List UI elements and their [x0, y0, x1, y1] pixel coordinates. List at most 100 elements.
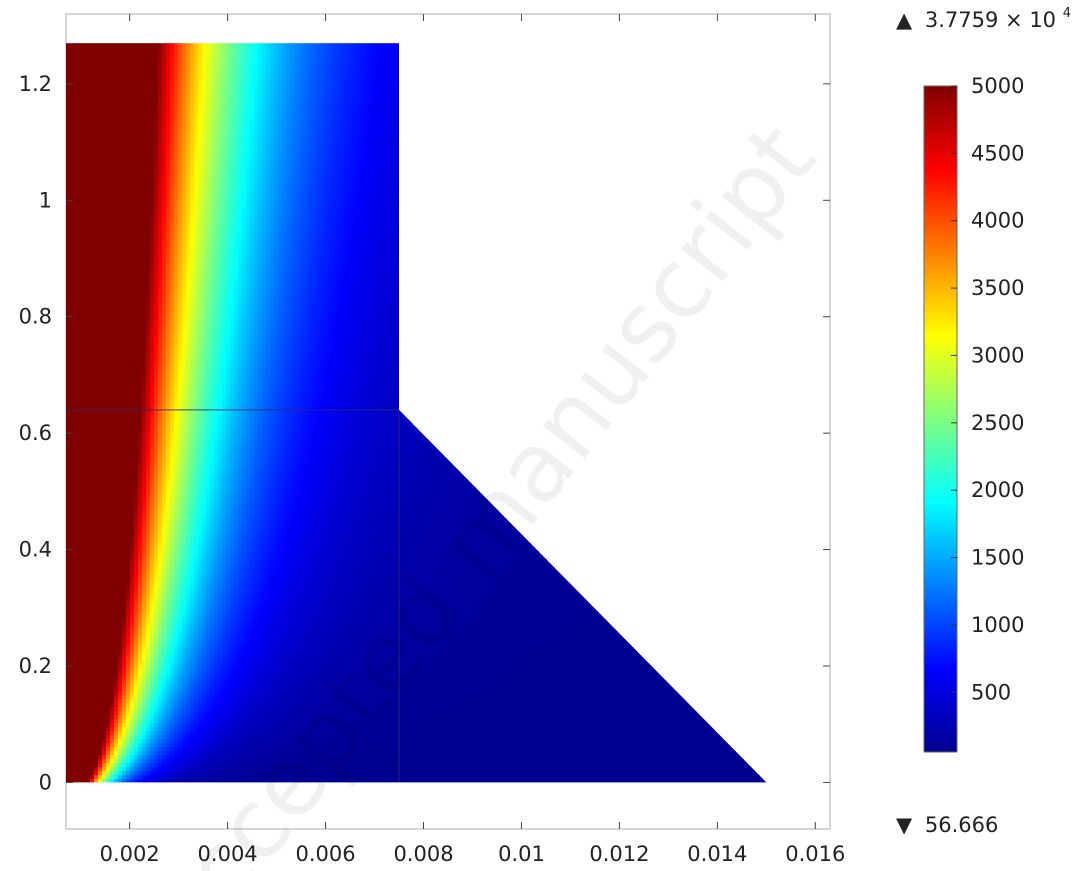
heatmap-cell: [78, 79, 83, 84]
heatmap-cell: [70, 379, 75, 384]
heatmap-cell: [78, 71, 83, 76]
heatmap-cell: [74, 723, 79, 728]
heatmap-cell: [70, 247, 75, 252]
heatmap-cell: [86, 683, 91, 688]
heatmap-cell: [98, 215, 103, 220]
heatmap-cell: [70, 67, 75, 72]
heatmap-cell: [70, 515, 75, 520]
heatmap-cell: [86, 523, 91, 528]
heatmap-cell: [82, 511, 87, 516]
heatmap-cell: [90, 451, 95, 456]
heatmap-cell: [66, 563, 71, 568]
heatmap-cell: [78, 591, 83, 596]
heatmap-cell: [66, 463, 71, 468]
heatmap-cell: [74, 243, 79, 248]
heatmap-cell: [94, 459, 99, 464]
heatmap-cell: [86, 351, 91, 356]
heatmap-cell: [82, 603, 87, 608]
heatmap-cell: [78, 575, 83, 580]
heatmap-cell: [94, 75, 99, 80]
heatmap-cell: [74, 227, 79, 232]
heatmap-cell: [74, 287, 79, 292]
heatmap-cell: [90, 267, 95, 272]
heatmap-cell: [66, 111, 71, 116]
heatmap-cell: [74, 499, 79, 504]
heatmap-cell: [98, 259, 103, 264]
heatmap-cell: [74, 503, 79, 508]
heatmap-cell: [74, 203, 79, 208]
heatmap-cell: [86, 87, 91, 92]
heatmap-cell: [90, 203, 95, 208]
heatmap-cell: [82, 363, 87, 368]
heatmap-cell: [78, 295, 83, 300]
heatmap-cell: [74, 735, 79, 740]
heatmap-cell: [70, 87, 75, 92]
heatmap-cell: [66, 351, 71, 356]
heatmap-cell: [82, 471, 87, 476]
heatmap-cell: [94, 583, 99, 588]
heatmap-cell: [78, 267, 83, 272]
heatmap-cell: [94, 779, 99, 784]
heatmap-cell: [70, 615, 75, 620]
heatmap-cell: [78, 215, 83, 220]
heatmap-cell: [74, 63, 79, 68]
heatmap-cell: [70, 163, 75, 168]
heatmap-cell: [90, 251, 95, 256]
heatmap-cell: [82, 231, 87, 236]
heatmap-cell: [66, 739, 71, 744]
heatmap-cell: [82, 543, 87, 548]
heatmap-cell: [94, 183, 99, 188]
heatmap-cell: [66, 579, 71, 584]
heatmap-cell: [90, 235, 95, 240]
heatmap-cell: [74, 183, 79, 188]
heatmap-cell: [74, 231, 79, 236]
heatmap-cell: [90, 47, 95, 52]
heatmap-cell: [90, 187, 95, 192]
heatmap-cell: [86, 447, 91, 452]
heatmap-cell: [94, 315, 99, 320]
heatmap-cell: [90, 591, 95, 596]
heatmap-cell: [78, 699, 83, 704]
heatmap-cell: [70, 63, 75, 68]
heatmap-cell: [66, 299, 71, 304]
heatmap-cell: [78, 779, 83, 784]
heatmap-cell: [74, 295, 79, 300]
heatmap-cell: [78, 651, 83, 656]
heatmap-cell: [74, 675, 79, 680]
heatmap-cell: [90, 751, 95, 756]
heatmap-cell: [90, 435, 95, 440]
heatmap-cell: [74, 595, 79, 600]
heatmap-cell: [90, 763, 95, 768]
heatmap-cell: [90, 611, 95, 616]
heatmap-cell: [86, 539, 91, 544]
heatmap-cell: [82, 243, 87, 248]
heatmap-cell: [70, 251, 75, 256]
heatmap-cell: [78, 619, 83, 624]
heatmap-cell: [86, 647, 91, 652]
heatmap-cell: [94, 47, 99, 52]
heatmap-cell: [86, 51, 91, 56]
heatmap-cell: [74, 271, 79, 276]
heatmap-cell: [82, 423, 87, 428]
heatmap-cell: [90, 303, 95, 308]
heatmap-cell: [82, 63, 87, 68]
heatmap-cell: [90, 703, 95, 708]
heatmap-cell: [94, 771, 99, 776]
heatmap-cell: [78, 443, 83, 448]
heatmap-cell: [74, 719, 79, 724]
heatmap-cell: [70, 415, 75, 420]
heatmap-cell: [78, 419, 83, 424]
heatmap-cell: [86, 251, 91, 256]
heatmap-cell: [82, 455, 87, 460]
heatmap-cell: [70, 235, 75, 240]
heatmap-cell: [78, 255, 83, 260]
heatmap-cell: [74, 619, 79, 624]
heatmap-cell: [66, 135, 71, 140]
heatmap-cell: [66, 143, 71, 148]
heatmap-cell: [94, 103, 99, 108]
heatmap-cell: [74, 487, 79, 492]
heatmap-cell: [86, 575, 91, 580]
heatmap-cell: [90, 319, 95, 324]
heatmap-cell: [94, 99, 99, 104]
heatmap-cell: [94, 155, 99, 160]
